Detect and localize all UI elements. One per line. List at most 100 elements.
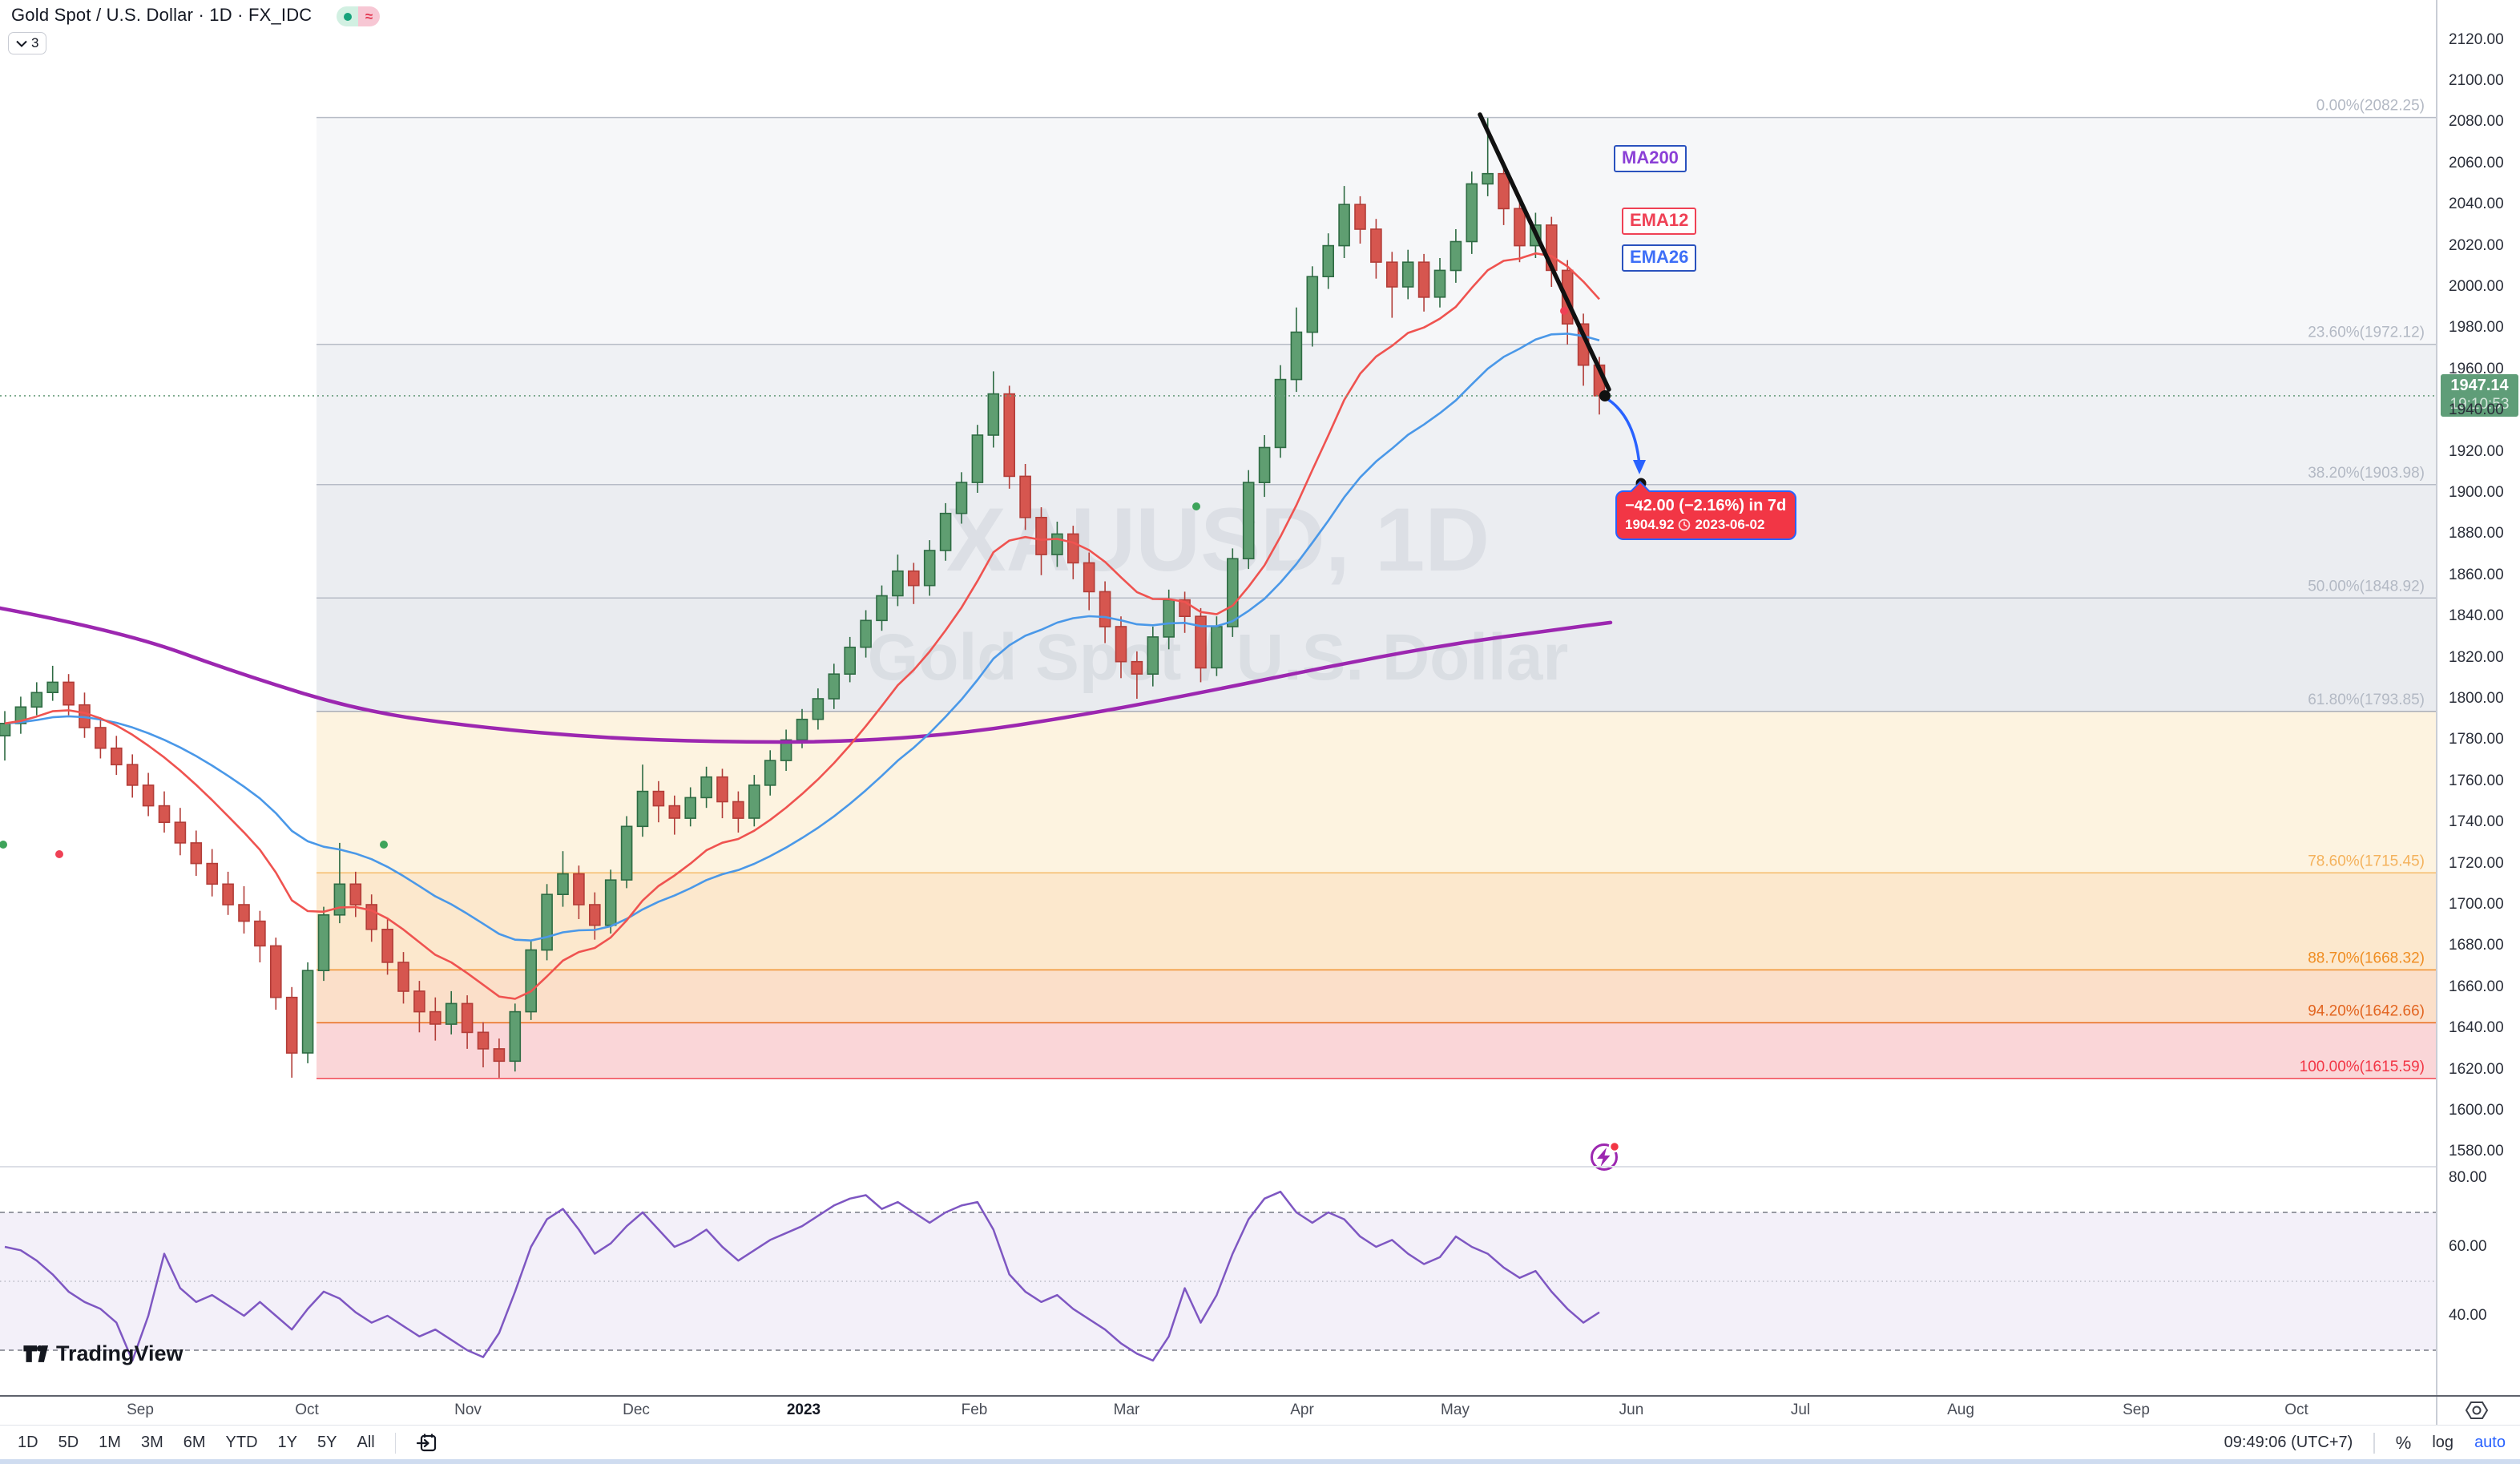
svg-text:38.20%(1903.98): 38.20%(1903.98) [2308, 465, 2425, 482]
price-axis-tick: 1600.00 [2449, 1102, 2504, 1119]
price-axis-tick: 1980.00 [2449, 319, 2504, 337]
price-axis-tick: 1820.00 [2449, 649, 2504, 667]
ema12-tag[interactable]: EMA12 [1622, 208, 1696, 235]
symbol-title[interactable]: Gold Spot / U.S. Dollar · 1D · FX_IDC [11, 5, 312, 26]
price-axis-tick: 1740.00 [2449, 813, 2504, 831]
event-lightning-icon[interactable] [1585, 1136, 1625, 1176]
price-axis-tick: 1860.00 [2449, 567, 2504, 584]
toolbar-divider [2373, 1433, 2375, 1454]
range-button-1y[interactable]: 1Y [278, 1434, 297, 1452]
price-axis-tick: 2000.00 [2449, 278, 2504, 296]
time-axis-label: Nov [454, 1401, 482, 1419]
collapse-count: 3 [31, 35, 38, 51]
projection-target-text: 1904.92 2023-06-02 [1625, 517, 1787, 533]
clock-label[interactable]: 09:49:06 (UTC+7) [2224, 1434, 2353, 1452]
rsi-axis-tick: 40.00 [2449, 1307, 2487, 1325]
range-button-3m[interactable]: 3M [141, 1434, 163, 1452]
axis-settings-icon[interactable] [2465, 1401, 2489, 1420]
svg-text:100.00%(1615.59): 100.00%(1615.59) [2300, 1059, 2425, 1075]
price-axis[interactable]: 1947.14 19:10:53 2120.002100.002080.0020… [2436, 0, 2520, 1425]
range-button-5d[interactable]: 5D [58, 1434, 79, 1452]
time-axis-label: Jul [1791, 1401, 1810, 1419]
delayed-data-icon: ≈ [358, 6, 380, 26]
bottom-toolbar: 1D 5D 1M 3M 6M YTD 1Y 5Y All 09:49:06 (UTC+7) % … [0, 1425, 2520, 1460]
window-bottom-strip [0, 1459, 2520, 1464]
main-price-chart[interactable]: XAUUSD, 1DGold Spot / U.S. Dollar0.00%(2… [0, 0, 2436, 1166]
time-axis-label: 2023 [787, 1401, 821, 1419]
time-axis-label: Jun [1619, 1401, 1644, 1419]
projection-price: 1904.92 [1625, 517, 1674, 533]
time-axis-label: May [1441, 1401, 1470, 1419]
market-open-indicator [337, 6, 358, 26]
price-axis-tick: 1920.00 [2449, 443, 2504, 461]
price-axis-tick: 1700.00 [2449, 896, 2504, 913]
tradingview-mark-icon [22, 1343, 50, 1365]
indicators-collapse-chip[interactable]: 3 [8, 32, 46, 54]
log-scale-button[interactable]: log [2432, 1434, 2453, 1452]
range-button-ytd[interactable]: YTD [226, 1434, 258, 1452]
price-axis-tick: 1900.00 [2449, 484, 2504, 502]
range-button-1m[interactable]: 1M [99, 1434, 121, 1452]
price-axis-tick: 1960.00 [2449, 361, 2504, 378]
price-axis-tick: 2120.00 [2449, 31, 2504, 49]
rsi-indicator-pane[interactable] [0, 1168, 2436, 1396]
tradingview-logo-text: TradingView [56, 1341, 183, 1366]
symbol-status-pill[interactable]: ≈ [337, 6, 380, 26]
svg-text:0.00%(2082.25): 0.00%(2082.25) [2316, 98, 2425, 115]
time-axis-label: Feb [962, 1401, 988, 1419]
time-axis-label: Mar [1114, 1401, 1140, 1419]
green-dot-icon [344, 13, 352, 21]
price-axis-tick: 1640.00 [2449, 1019, 2504, 1037]
projection-change-text: −42.00 (−2.16%) in 7d [1625, 497, 1787, 515]
price-axis-tick: 1680.00 [2449, 937, 2504, 954]
pane-separator[interactable] [0, 1166, 2436, 1168]
toolbar-divider [395, 1433, 397, 1454]
price-axis-tick: 2060.00 [2449, 155, 2504, 172]
svg-text:23.60%(1972.12): 23.60%(1972.12) [2308, 325, 2425, 341]
current-price: 1947.14 [2441, 377, 2518, 395]
price-axis-tick: 1660.00 [2449, 978, 2504, 996]
svg-text:88.70%(1668.32): 88.70%(1668.32) [2308, 950, 2425, 966]
ma200-tag[interactable]: MA200 [1614, 145, 1687, 172]
price-axis-tick: 2040.00 [2449, 196, 2504, 213]
price-axis-tick: 1800.00 [2449, 690, 2504, 708]
range-button-all[interactable]: All [357, 1434, 374, 1452]
price-axis-tick: 2080.00 [2449, 113, 2504, 131]
time-axis-label: Apr [1290, 1401, 1314, 1419]
time-axis-label: Aug [1947, 1401, 1974, 1419]
price-projection-label[interactable]: −42.00 (−2.16%) in 7d 1904.92 2023-06-02 [1615, 490, 1796, 540]
percent-scale-button[interactable]: % [2396, 1433, 2412, 1454]
price-axis-tick: 1760.00 [2449, 772, 2504, 790]
price-axis-tick: 1880.00 [2449, 525, 2504, 542]
price-axis-tick: 1780.00 [2449, 731, 2504, 748]
price-axis-tick: 1580.00 [2449, 1143, 2504, 1160]
price-axis-tick: 1840.00 [2449, 607, 2504, 625]
svg-text:50.00%(1848.92): 50.00%(1848.92) [2308, 578, 2425, 595]
auto-scale-button[interactable]: auto [2474, 1434, 2506, 1452]
projection-date: 2023-06-02 [1695, 517, 1764, 533]
rsi-axis-tick: 80.00 [2449, 1169, 2487, 1187]
rsi-axis-tick: 60.00 [2449, 1238, 2487, 1256]
ema26-tag[interactable]: EMA26 [1622, 244, 1696, 272]
time-axis-label: Sep [127, 1401, 154, 1419]
time-axis-label: Oct [295, 1401, 319, 1419]
range-button-1d[interactable]: 1D [18, 1434, 38, 1452]
time-axis-label: Dec [623, 1401, 650, 1419]
svg-text:61.80%(1793.85): 61.80%(1793.85) [2308, 692, 2425, 708]
svg-text:94.20%(1642.66): 94.20%(1642.66) [2308, 1002, 2425, 1019]
date-range-buttons: 1D 5D 1M 3M 6M YTD 1Y 5Y All [18, 1426, 438, 1460]
range-button-5y[interactable]: 5Y [317, 1434, 337, 1452]
price-axis-tick: 1940.00 [2449, 401, 2504, 419]
tradingview-chart-window: XAUUSD, 1DGold Spot / U.S. Dollar0.00%(2… [0, 0, 2520, 1464]
toolbar-right-group: 09:49:06 (UTC+7) % log auto [2224, 1426, 2506, 1460]
svg-text:78.60%(1715.45): 78.60%(1715.45) [2308, 853, 2425, 869]
tradingview-logo[interactable]: TradingView [22, 1341, 183, 1366]
clock-icon [1678, 518, 1691, 531]
chevron-down-icon [16, 40, 27, 47]
price-axis-tick: 1620.00 [2449, 1061, 2504, 1079]
price-axis-tick: 1720.00 [2449, 855, 2504, 873]
price-axis-tick: 2100.00 [2449, 72, 2504, 90]
time-axis-label: Sep [2123, 1401, 2150, 1419]
go-to-date-icon[interactable] [416, 1432, 438, 1454]
range-button-6m[interactable]: 6M [183, 1434, 206, 1452]
